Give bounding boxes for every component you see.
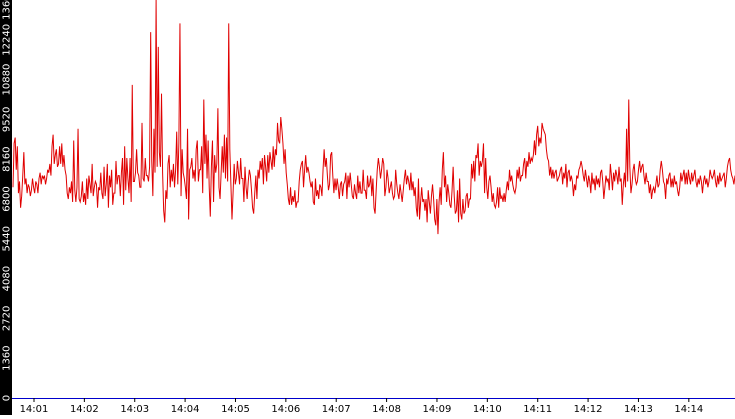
x-tick-label: 14:06 (271, 404, 300, 415)
y-tick-label: 6800 (2, 186, 13, 211)
x-tick-label: 14:02 (70, 404, 99, 415)
y-tick-label: 8160 (2, 146, 13, 171)
plot-area (12, 0, 735, 235)
x-tick-label: 14:10 (473, 404, 502, 415)
y-tick-label: 4080 (2, 266, 13, 291)
y-tick-label: 5440 (2, 226, 13, 251)
x-tick-label: 14:08 (372, 404, 401, 415)
x-axis: 14:01 14:02 14:03 14:04 14:05 14:06 14:07 14:08… (12, 398, 735, 415)
x-tick-label: 14:13 (624, 404, 653, 415)
x-tick-label: 14:09 (423, 404, 452, 415)
y-tick-label: 10880 (2, 64, 13, 96)
x-tick-label: 14:14 (674, 404, 703, 415)
x-tick-label: 14:07 (322, 404, 351, 415)
x-tick-label: 14:11 (523, 404, 552, 415)
y-tick-label: 9520 (2, 107, 13, 132)
y-tick-label: 12240 (2, 24, 13, 56)
y-axis: 0 1360 2720 4080 5440 6800 8160 9520 10880 12240 1… (0, 0, 13, 415)
x-tick-label: 14:12 (574, 404, 603, 415)
x-tick-label: 14:05 (221, 404, 250, 415)
y-tick-label: 1360 (2, 345, 13, 370)
x-tick-label: 14:03 (120, 404, 149, 415)
y-tick-label: 0 (2, 395, 13, 401)
y-tick-label: 2720 (2, 306, 13, 331)
x-tick-label: 14:01 (20, 404, 49, 415)
series-line (12, 0, 735, 235)
y-axis-band (0, 0, 12, 415)
x-tick-label: 14:04 (171, 404, 200, 415)
y-tick-label: 13600 (2, 0, 13, 20)
